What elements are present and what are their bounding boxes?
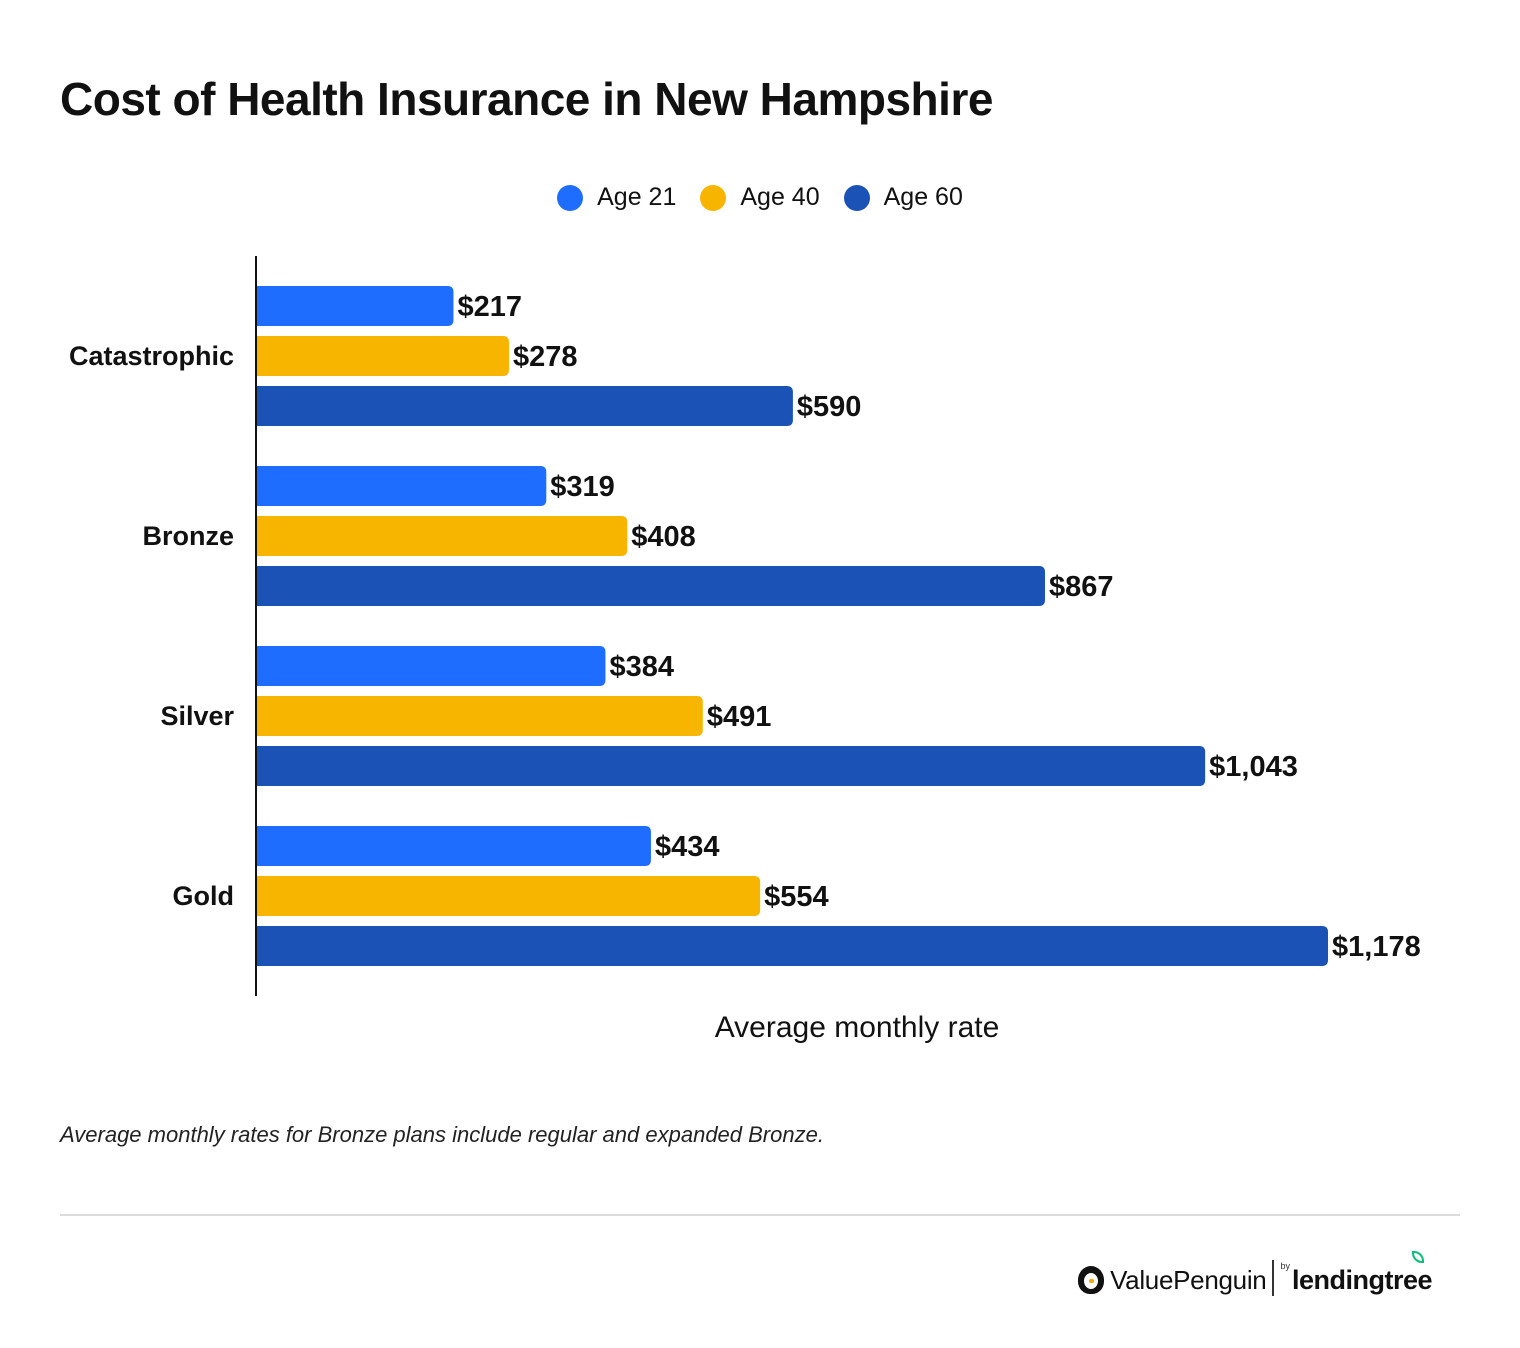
- chart-title: Cost of Health Insurance in New Hampshir…: [60, 73, 993, 125]
- legend-swatch-age-40: [700, 184, 727, 211]
- chart-legend: Age 21 Age 40 Age 60: [0, 183, 1520, 212]
- brand-logo: ValuePenguin by lendingtree: [1078, 1250, 1433, 1298]
- penguin-icon: [1078, 1266, 1105, 1294]
- legend-swatch-age-21: [557, 184, 584, 211]
- bar-bronze-age-60: [256, 566, 1045, 606]
- data-label-silver-age-60: $1,043: [1209, 751, 1298, 783]
- bar-bronze-age-21: [256, 466, 547, 506]
- lendingtree-wordmark: lendingtree: [1291, 1250, 1433, 1296]
- bar-silver-age-21: [256, 646, 606, 686]
- bar-catastrophic-age-21: [256, 286, 454, 326]
- bar-bronze-age-40: [256, 516, 628, 556]
- category-label-catastrophic: Catastrophic: [69, 341, 234, 371]
- bar-gold-age-40: [256, 876, 761, 916]
- category-label-bronze: Bronze: [142, 521, 234, 551]
- legend-label-age-60: Age 60: [883, 183, 963, 211]
- data-label-gold-age-60: $1,178: [1332, 931, 1421, 963]
- category-label-silver: Silver: [160, 701, 234, 731]
- category-label-gold: Gold: [173, 881, 235, 911]
- data-label-bronze-age-60: $867: [1049, 571, 1114, 603]
- legend-label-age-21: Age 21: [597, 183, 677, 211]
- legend-label-age-40: Age 40: [740, 183, 820, 211]
- valuepenguin-wordmark: ValuePenguin: [1110, 1264, 1267, 1295]
- bar-catastrophic-age-40: [256, 336, 509, 376]
- data-label-catastrophic-age-60: $590: [797, 391, 862, 423]
- divider-line: [60, 1214, 1460, 1216]
- data-label-silver-age-40: $491: [707, 701, 772, 733]
- lendingtree-text: lendingtree: [1291, 1264, 1433, 1295]
- legend-item-age-40: Age 40: [700, 183, 820, 212]
- bar-silver-age-40: [256, 696, 703, 736]
- data-label-bronze-age-21: $319: [550, 471, 615, 503]
- legend-item-age-21: Age 21: [557, 183, 676, 212]
- footnote: Average monthly rates for Bronze plans i…: [60, 1122, 824, 1147]
- data-label-gold-age-40: $554: [764, 881, 829, 913]
- data-label-catastrophic-age-40: $278: [513, 341, 578, 373]
- legend-swatch-age-60: [843, 184, 870, 211]
- by-label: by: [1280, 1261, 1290, 1271]
- bar-gold-age-60: [256, 926, 1328, 966]
- data-label-bronze-age-40: $408: [631, 521, 696, 553]
- bar-silver-age-60: [256, 746, 1206, 786]
- leaf-icon: [1411, 1250, 1424, 1263]
- x-axis-label: Average monthly rate: [715, 1011, 1000, 1044]
- bar-gold-age-21: [256, 826, 651, 866]
- data-label-catastrophic-age-21: $217: [457, 291, 522, 323]
- data-label-silver-age-21: $384: [609, 651, 674, 683]
- bar-chart: Catastrophic $217 $278 $590 Bronze $319 $408 $8…: [69, 256, 1421, 1044]
- logo-divider: [1272, 1260, 1275, 1296]
- bar-catastrophic-age-60: [256, 386, 793, 426]
- data-label-gold-age-21: $434: [655, 831, 720, 863]
- legend-item-age-60: Age 60: [843, 183, 963, 212]
